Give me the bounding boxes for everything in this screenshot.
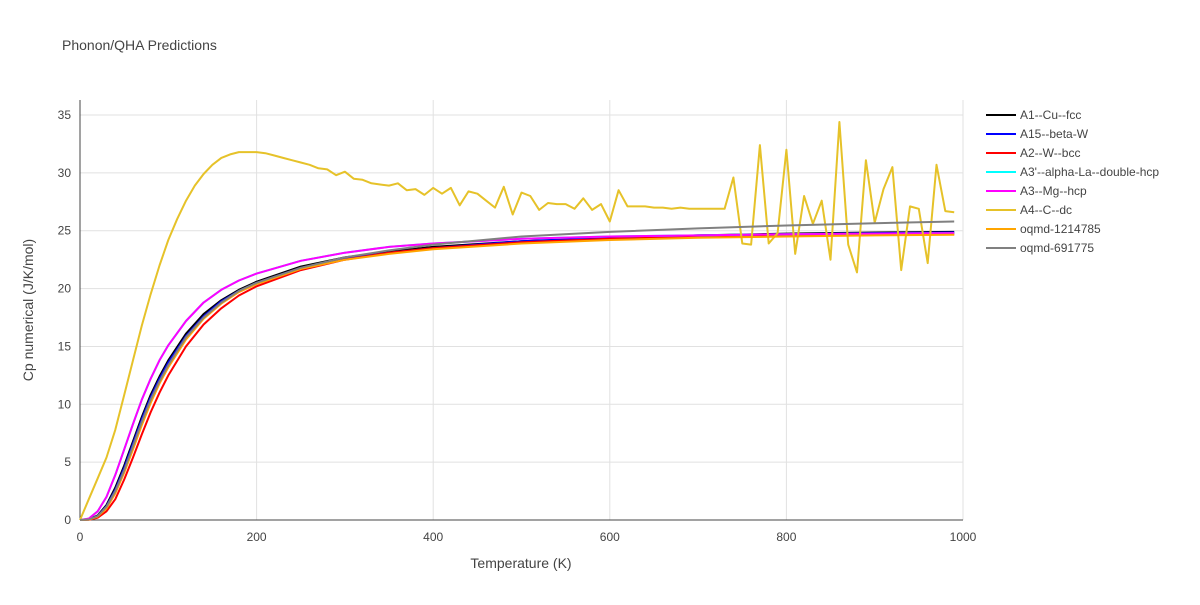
x-tick-label: 800 — [776, 530, 796, 544]
y-tick-label: 20 — [58, 282, 72, 296]
legend-item-oqmd-1214785[interactable]: oqmd-1214785 — [986, 222, 1101, 236]
series-line-a3-alpha-la-double-hcp — [79, 232, 955, 521]
legend-label: A15--beta-W — [1020, 127, 1089, 141]
series-line-a15-beta-w — [79, 231, 955, 521]
legend-label: A3'--alpha-La--double-hcp — [1020, 165, 1159, 179]
x-tick-label: 0 — [77, 530, 84, 544]
series-line-oqmd-1214785 — [79, 233, 955, 521]
y-tick-label: 30 — [58, 166, 72, 180]
x-tick-label: 600 — [600, 530, 620, 544]
grid-layer — [80, 100, 964, 520]
y-axis-label: Cp numerical (J/K/mol) — [20, 239, 36, 381]
y-tick-label: 15 — [58, 339, 72, 353]
series-line-a3-mg-hcp — [79, 232, 955, 521]
series-line-oqmd-691775 — [79, 220, 955, 521]
y-tick-label: 5 — [64, 455, 71, 469]
legend-item-a1-cu-fcc[interactable]: A1--Cu--fcc — [986, 108, 1081, 122]
legend-label: A2--W--bcc — [1020, 146, 1080, 160]
series-line-a4-c-dc — [79, 121, 955, 521]
y-tick-label: 25 — [58, 224, 72, 238]
legend[interactable]: A1--Cu--fcc A15--beta-W A2--W--bcc A3'--alp… — [986, 108, 1159, 255]
y-tick-label: 35 — [58, 108, 72, 122]
legend-label: oqmd-1214785 — [1020, 222, 1101, 236]
legend-item-a15-beta-w[interactable]: A15--beta-W — [986, 127, 1089, 141]
legend-label: A3--Mg--hcp — [1020, 184, 1087, 198]
axes-layer: 0 200 400 600 800 1000 0 5 10 15 20 25 30 35 — [58, 100, 977, 544]
x-tick-label: 400 — [423, 530, 443, 544]
x-tick-label: 200 — [247, 530, 267, 544]
legend-item-a2-w-bcc[interactable]: A2--W--bcc — [986, 146, 1080, 160]
chart-title: Phonon/QHA Predictions — [62, 37, 217, 53]
legend-item-a4-c-dc[interactable]: A4--C--dc — [986, 203, 1072, 217]
legend-label: A1--Cu--fcc — [1020, 108, 1081, 122]
legend-label: oqmd-691775 — [1020, 241, 1094, 255]
series-layer — [79, 121, 955, 521]
x-axis-label: Temperature (K) — [470, 555, 571, 571]
legend-item-oqmd-691775[interactable]: oqmd-691775 — [986, 241, 1094, 255]
legend-item-a3-alpha-la-double-hcp[interactable]: A3'--alpha-La--double-hcp — [986, 165, 1159, 179]
y-tick-label: 0 — [64, 513, 71, 527]
x-tick-label: 1000 — [950, 530, 977, 544]
legend-item-a3-mg-hcp[interactable]: A3--Mg--hcp — [986, 184, 1087, 198]
y-tick-label: 10 — [58, 397, 72, 411]
legend-label: A4--C--dc — [1020, 203, 1072, 217]
series-line-a1-cu-fcc — [79, 230, 955, 521]
series-line-a2-w-bcc — [79, 233, 955, 521]
